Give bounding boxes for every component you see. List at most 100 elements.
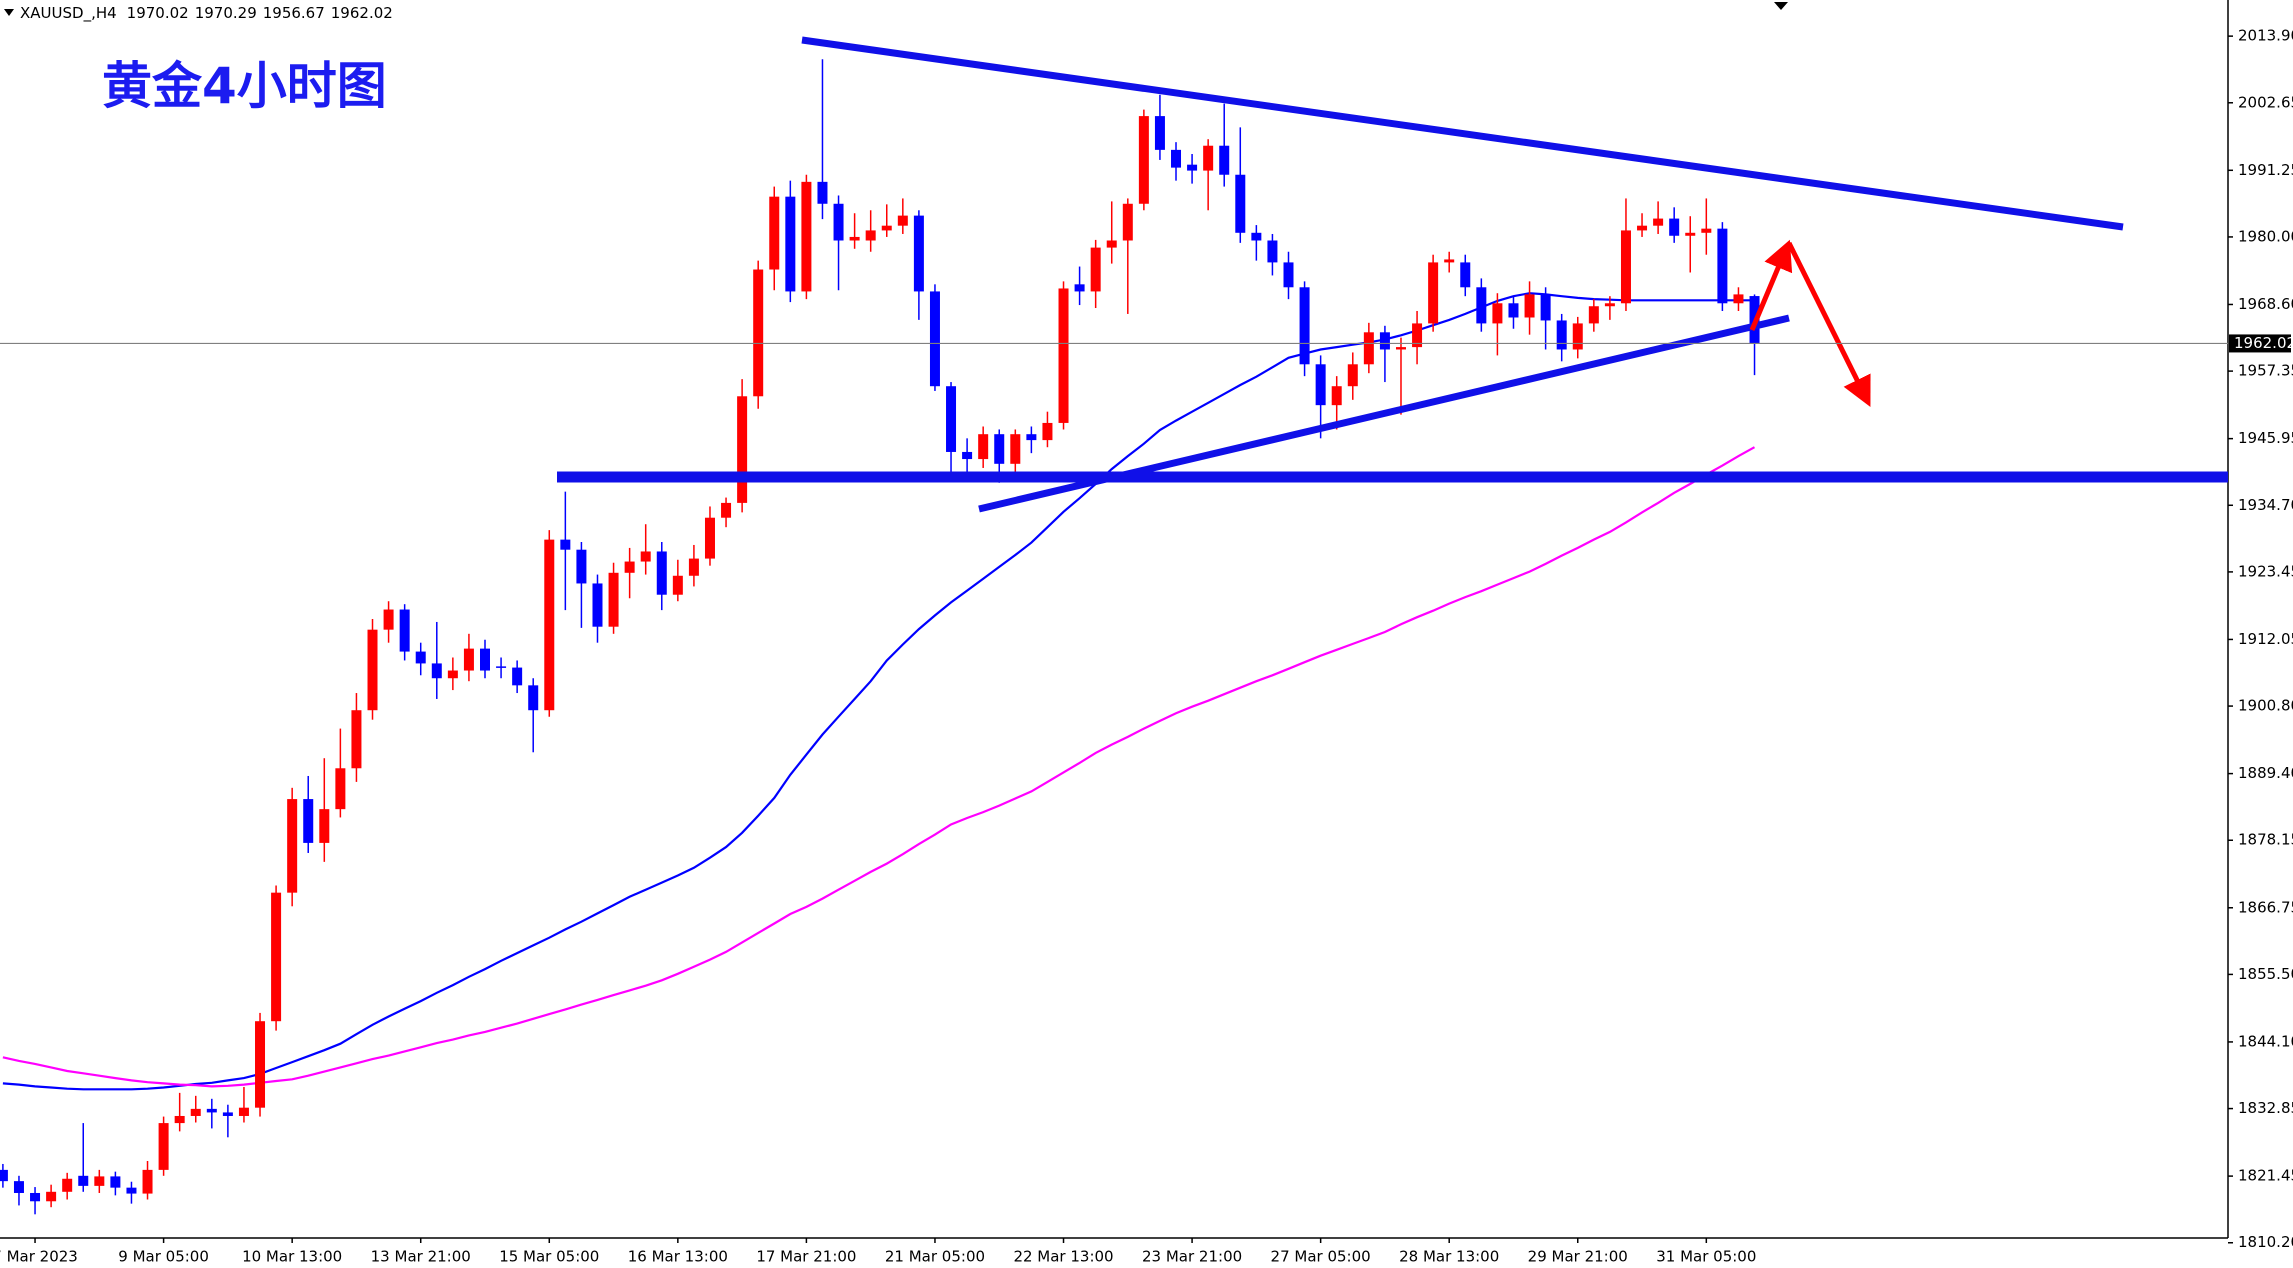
x-tick-label: 29 Mar 21:00 bbox=[1528, 1248, 1628, 1266]
candle-body bbox=[1235, 174, 1246, 233]
y-tick-label: 1855.50 bbox=[2238, 965, 2293, 983]
candle-body bbox=[399, 609, 410, 652]
candle-body bbox=[608, 572, 619, 627]
candle-body bbox=[817, 181, 828, 204]
candle-body bbox=[1556, 320, 1567, 350]
candle-body bbox=[367, 629, 378, 711]
candle-body bbox=[94, 1176, 105, 1186]
candle-body bbox=[1379, 332, 1390, 350]
candle-body bbox=[1122, 203, 1133, 241]
x-tick-label: 28 Mar 13:00 bbox=[1399, 1248, 1499, 1266]
candle-body bbox=[431, 663, 442, 679]
y-tick-label: 1957.35 bbox=[2238, 362, 2293, 380]
candle-body bbox=[1460, 262, 1471, 288]
candle-body bbox=[1540, 294, 1551, 321]
candle-body bbox=[801, 181, 812, 292]
candle-body bbox=[1476, 287, 1487, 324]
candle-body bbox=[721, 502, 732, 518]
candle-body bbox=[1010, 434, 1021, 464]
candle-body bbox=[785, 196, 796, 292]
candle-body bbox=[1138, 116, 1149, 204]
x-tick-label: 22 Mar 13:00 bbox=[1013, 1248, 1113, 1266]
candle-body bbox=[1090, 247, 1101, 292]
chart-title: 黄金4小时图 bbox=[102, 57, 387, 115]
candle-body bbox=[881, 225, 892, 231]
candle-body bbox=[463, 648, 474, 671]
candle-body bbox=[1154, 116, 1165, 150]
candle-body bbox=[1717, 228, 1728, 304]
symbol: XAUUSD_,H4 bbox=[20, 4, 117, 23]
candle-body bbox=[672, 575, 683, 595]
last-open: 1970.02 bbox=[127, 4, 189, 22]
candle-body bbox=[415, 651, 426, 664]
y-tick-label: 2013.90 bbox=[2238, 27, 2293, 45]
candle-body bbox=[174, 1115, 185, 1124]
header-info: XAUUSD_,H4 1970.02 1970.29 1956.67 1962.02 bbox=[20, 4, 393, 23]
y-tick-label: 1878.15 bbox=[2238, 831, 2293, 849]
candle-body bbox=[1701, 228, 1712, 233]
candle-body bbox=[190, 1108, 201, 1116]
candle-body bbox=[126, 1187, 137, 1194]
last-low: 1956.67 bbox=[263, 4, 325, 22]
candle-body bbox=[1444, 259, 1455, 263]
candle-body bbox=[528, 685, 539, 711]
candle-body bbox=[1171, 149, 1182, 168]
candle-body bbox=[222, 1112, 233, 1116]
candle-body bbox=[560, 539, 571, 550]
y-tick-label: 2002.65 bbox=[2238, 93, 2293, 111]
candle-body bbox=[994, 434, 1005, 464]
y-tick-label: 1934.70 bbox=[2238, 496, 2293, 514]
last-price-label: 1962.02 bbox=[2234, 334, 2293, 352]
y-tick-label: 1968.60 bbox=[2238, 295, 2293, 313]
candle-body bbox=[271, 892, 282, 1022]
y-tick-label: 1923.45 bbox=[2238, 562, 2293, 580]
y-tick-label: 1900.80 bbox=[2238, 697, 2293, 715]
candle-body bbox=[544, 539, 555, 711]
candle-body bbox=[704, 517, 715, 559]
y-tick-label: 1866.75 bbox=[2238, 898, 2293, 916]
candle-body bbox=[1669, 218, 1680, 236]
candle-body bbox=[833, 203, 844, 241]
y-tick-label: 1821.45 bbox=[2238, 1167, 2293, 1185]
candle-body bbox=[978, 434, 989, 460]
x-tick-label: 10 Mar 13:00 bbox=[242, 1248, 342, 1266]
y-tick-label: 1991.25 bbox=[2238, 161, 2293, 179]
x-tick-label: 23 Mar 21:00 bbox=[1142, 1248, 1242, 1266]
candle-body bbox=[592, 583, 603, 627]
candle-body bbox=[1412, 323, 1423, 348]
candle-body bbox=[1219, 145, 1230, 175]
candle-body bbox=[1026, 434, 1037, 441]
candle-body bbox=[1637, 225, 1648, 231]
candle-body bbox=[1653, 218, 1664, 226]
candle-body bbox=[929, 291, 940, 387]
candle-body bbox=[319, 809, 330, 843]
candle-body bbox=[1315, 364, 1326, 406]
candle-body bbox=[447, 670, 458, 679]
header: XAUUSD_,H4 1970.02 1970.29 1956.67 1962.02 bbox=[4, 4, 393, 23]
x-tick-label: 13 Mar 21:00 bbox=[371, 1248, 471, 1266]
candle-body bbox=[640, 551, 651, 562]
resistance-trendline bbox=[801, 36, 2124, 231]
candle-body bbox=[688, 558, 699, 576]
candle-body bbox=[1074, 284, 1085, 292]
candle-body bbox=[1604, 303, 1615, 307]
candle-body bbox=[30, 1192, 41, 1202]
candle-body bbox=[480, 648, 490, 671]
candle-body bbox=[1203, 145, 1214, 171]
candle-body bbox=[1572, 323, 1583, 350]
candle-body bbox=[142, 1169, 153, 1194]
candle-body bbox=[1042, 422, 1053, 441]
candle-body bbox=[1492, 303, 1503, 324]
candle-body bbox=[1588, 306, 1599, 324]
candle-body bbox=[737, 396, 748, 503]
candle-body bbox=[512, 667, 523, 686]
moving-average-line bbox=[2, 292, 1755, 1091]
y-tick-label: 1889.40 bbox=[2238, 764, 2293, 782]
candle-body bbox=[913, 215, 924, 292]
y-tick-label: 1912.05 bbox=[2238, 630, 2293, 648]
y-tick-label: 1844.10 bbox=[2238, 1032, 2293, 1050]
candle-body bbox=[897, 215, 908, 226]
y-tick-label: 1945.95 bbox=[2238, 429, 2293, 447]
x-tick-label: 17 Mar 21:00 bbox=[756, 1248, 856, 1266]
